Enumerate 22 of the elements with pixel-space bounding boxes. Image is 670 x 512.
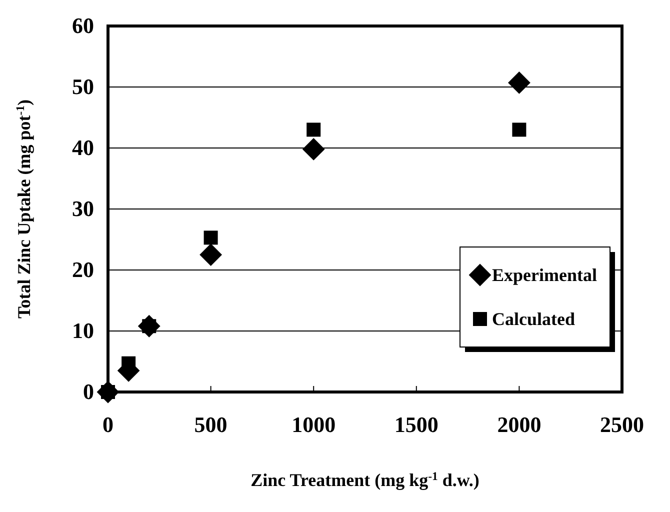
x-tick-label: 2500 <box>600 412 644 437</box>
point <box>508 72 530 94</box>
y-tick-label: 20 <box>72 257 94 282</box>
y-tick-label: 0 <box>83 379 94 404</box>
y-tick-label: 50 <box>72 74 94 99</box>
point <box>204 230 218 245</box>
x-tick-label: 1000 <box>292 412 336 437</box>
x-tick-label: 2000 <box>497 412 542 437</box>
y-tick-label: 60 <box>72 13 94 38</box>
point <box>302 138 325 160</box>
x-tick-label: 500 <box>194 412 228 437</box>
y-tick-label: 30 <box>72 196 94 221</box>
point <box>200 244 222 266</box>
x-tick-label: 1500 <box>394 412 438 437</box>
y-tick-label: 40 <box>72 135 94 160</box>
x-axis-title: Zinc Treatment (mg kg$^{-1}$ d.w.) <box>250 470 480 490</box>
point <box>306 122 321 137</box>
legend-label: Calculated <box>492 309 575 329</box>
legend-label: Experimental <box>492 265 597 285</box>
point <box>512 122 526 137</box>
y-tick-label: 10 <box>72 318 94 343</box>
x-tick-label: 0 <box>102 412 114 437</box>
